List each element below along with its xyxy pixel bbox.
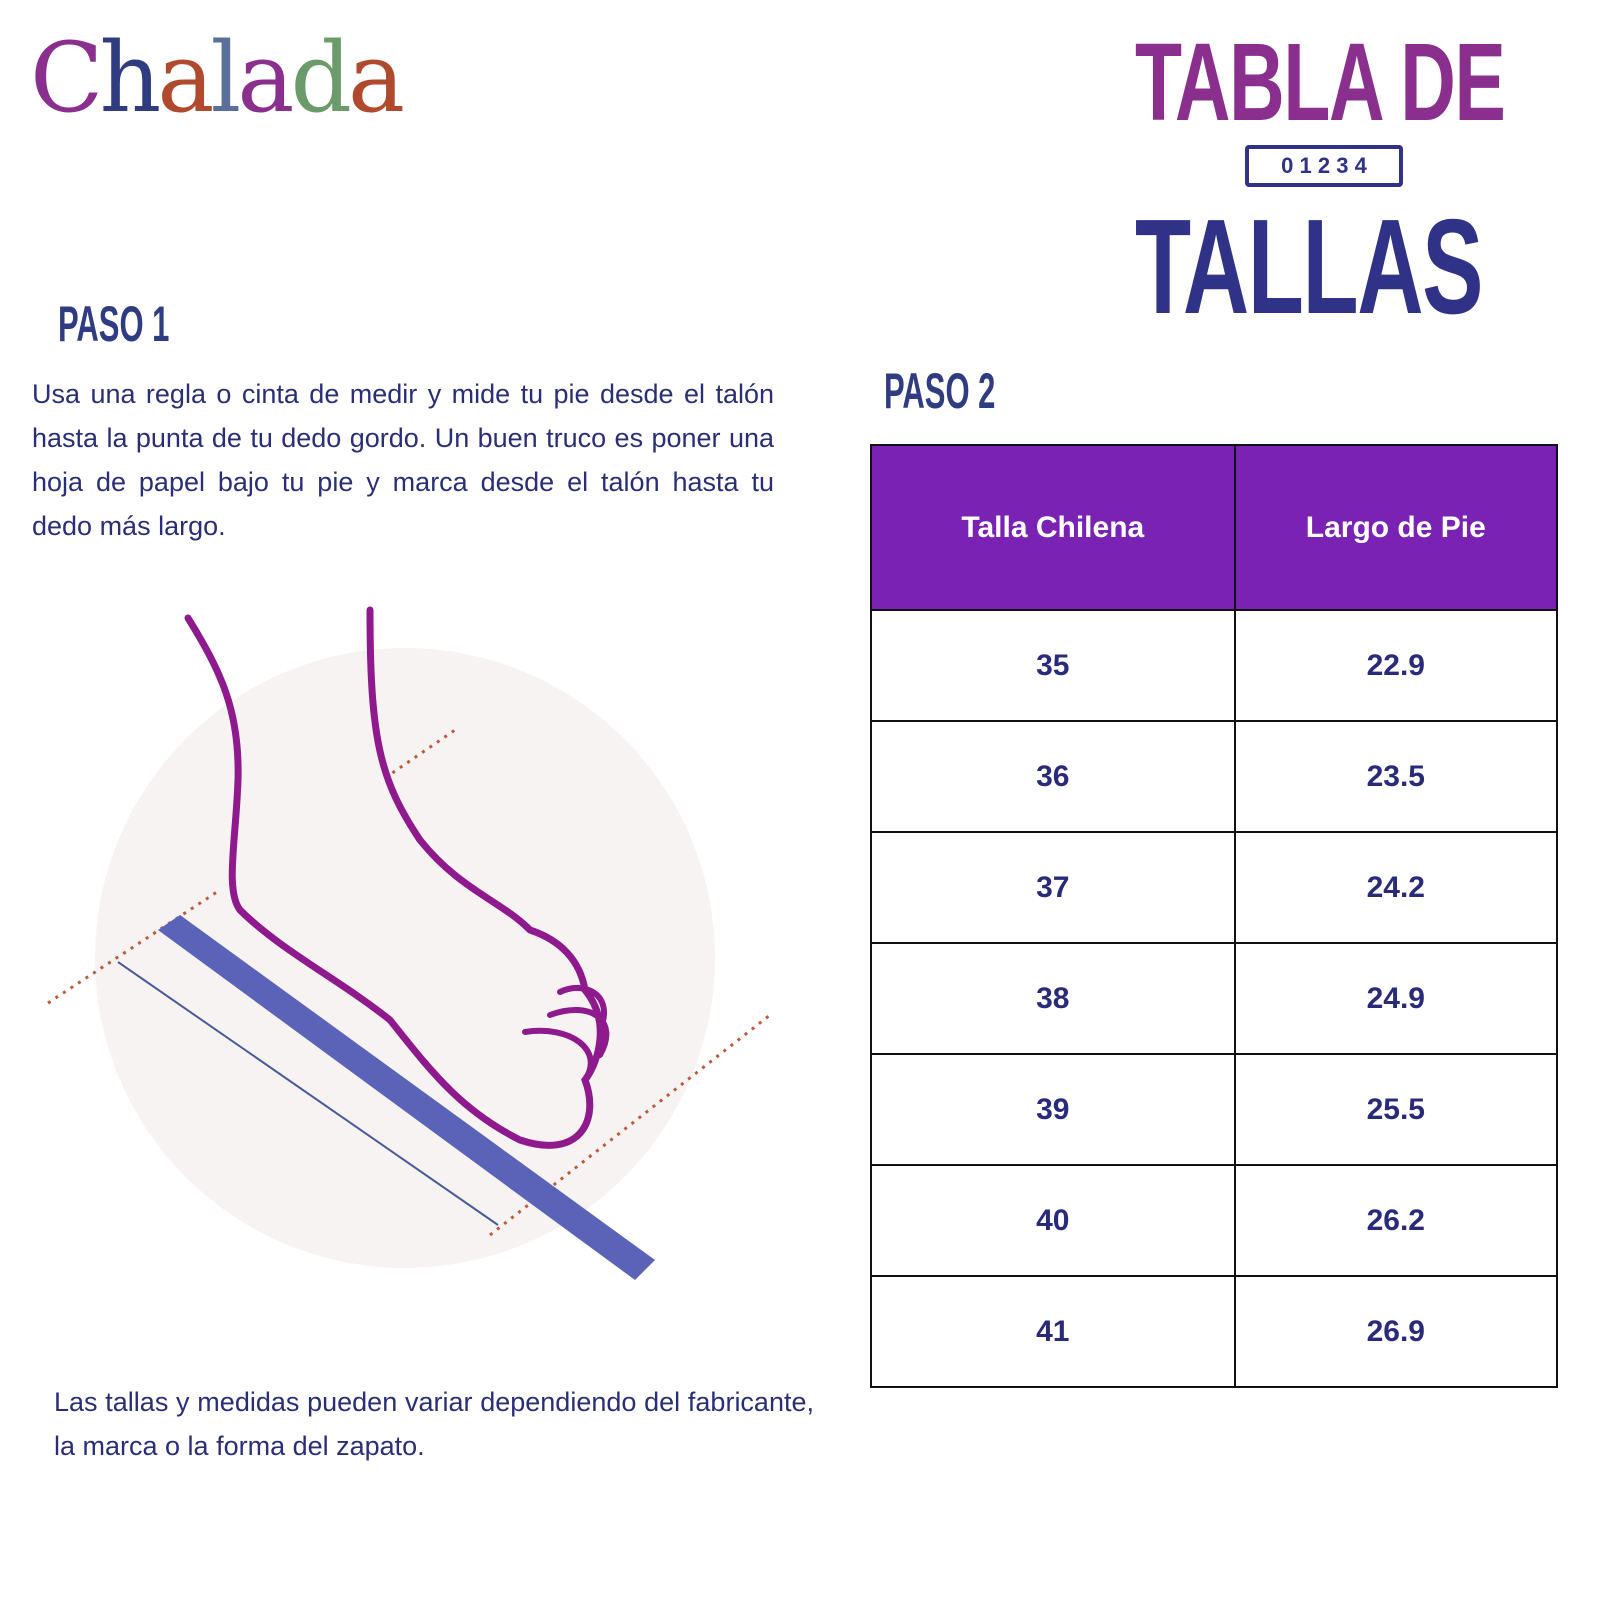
logo-letter: l [210, 22, 242, 134]
size-cell: 40 [870, 1164, 1236, 1277]
size-table: Talla Chilena Largo de Pie 35 22.9 36 23.5… [870, 444, 1559, 1388]
size-cell: 41 [870, 1275, 1236, 1388]
title-line-2: TALLAS [1135, 191, 1483, 342]
logo-letter: h [99, 22, 161, 134]
table-row: 35 22.9 [870, 609, 1559, 722]
table-row: 36 23.5 [870, 720, 1559, 833]
size-cell: 39 [870, 1053, 1236, 1166]
table-row: 41 26.9 [870, 1275, 1559, 1388]
size-cell: 36 [870, 720, 1236, 833]
ruler-icon: 0 1 2 3 4 [1245, 145, 1403, 187]
foot-measure-illustration [47, 606, 771, 1280]
step1-heading: PASO 1 [58, 296, 170, 352]
chalada-logo: Chalada [30, 22, 405, 134]
table-row: 38 24.9 [870, 942, 1559, 1055]
size-cell: 38 [870, 942, 1236, 1055]
ruler-digits: 0 1 2 3 4 [1281, 153, 1367, 178]
toes-outline [522, 984, 610, 1083]
logo-letter: a [347, 22, 405, 134]
length-cell: 22.9 [1233, 609, 1559, 722]
logo-letter: a [237, 22, 294, 134]
logo-letter: C [30, 22, 103, 134]
step1-instructions: Usa una regla o cinta de medir y mide tu… [32, 379, 774, 541]
foot-outline [184, 606, 604, 1149]
header-talla-chilena: Talla Chilena [870, 444, 1236, 611]
length-arrow [117, 961, 499, 1226]
heel-dashed-line [47, 888, 221, 1005]
logo-letter: a [157, 22, 214, 134]
length-cell: 26.2 [1233, 1164, 1559, 1277]
step2-heading: PASO 2 [884, 363, 996, 419]
table-row: 37 24.2 [870, 831, 1559, 944]
length-cell: 24.2 [1233, 831, 1559, 944]
length-cell: 23.5 [1233, 720, 1559, 833]
table-header-row: Talla Chilena Largo de Pie [870, 444, 1559, 611]
header-largo-de-pie: Largo de Pie [1233, 444, 1559, 611]
length-cell: 24.9 [1233, 942, 1559, 1055]
length-cell: 26.9 [1233, 1275, 1559, 1388]
size-cell: 35 [870, 609, 1236, 722]
length-cell: 25.5 [1233, 1053, 1559, 1166]
table-row: 39 25.5 [870, 1053, 1559, 1166]
size-cell: 37 [870, 831, 1236, 944]
page-title: TABLA DE 0 1 2 3 4 TALLAS [1135, 22, 1555, 342]
table-row: 40 26.2 [870, 1164, 1559, 1277]
disclaimer-text: Las tallas y medidas pueden variar depen… [54, 1387, 814, 1461]
logo-letter: d [290, 22, 351, 134]
title-line-1: TABLA DE [1135, 21, 1506, 144]
ruler-shape [158, 915, 655, 1280]
background-circle [95, 648, 715, 1268]
